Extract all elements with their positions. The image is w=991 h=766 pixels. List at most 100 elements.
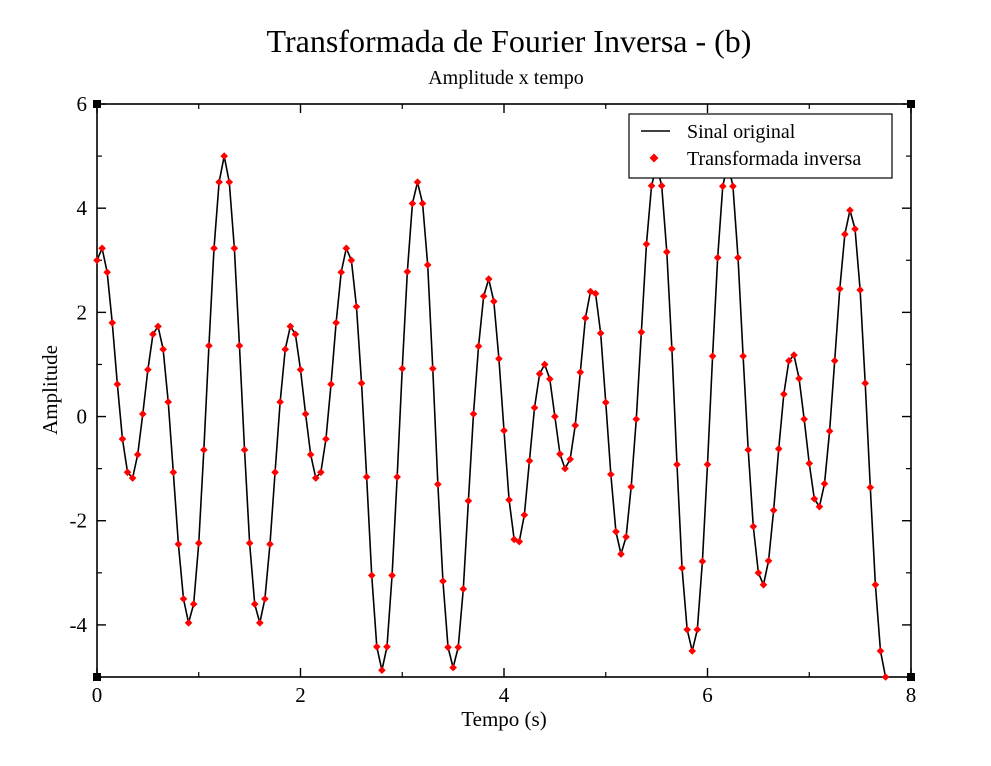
data-point-transformada-inversa	[698, 557, 707, 566]
data-point-transformada-inversa	[617, 550, 625, 558]
data-point-transformada-inversa	[830, 357, 839, 365]
data-point-transformada-inversa	[250, 600, 259, 608]
data-point-transformada-inversa	[835, 285, 844, 293]
data-point-transformada-inversa	[184, 619, 193, 627]
data-point-transformada-inversa	[362, 473, 371, 481]
data-point-transformada-inversa	[474, 342, 483, 351]
data-point-transformada-inversa	[439, 577, 447, 585]
data-point-transformada-inversa	[93, 256, 101, 265]
data-point-transformada-inversa	[744, 446, 752, 454]
data-point-transformada-inversa	[179, 595, 188, 603]
data-point-transformada-inversa	[693, 625, 702, 634]
data-point-transformada-inversa	[739, 352, 747, 360]
data-point-transformada-inversa	[581, 314, 590, 322]
data-point-transformada-inversa	[449, 663, 457, 672]
data-point-transformada-inversa	[540, 360, 549, 369]
data-point-transformada-inversa	[408, 199, 417, 208]
data-point-transformada-inversa	[484, 275, 493, 283]
data-point-transformada-inversa	[759, 580, 768, 589]
data-point-transformada-inversa	[561, 464, 569, 473]
data-point-transformada-inversa	[607, 470, 615, 479]
data-point-transformada-inversa	[785, 357, 793, 365]
legend-label-sinal-original: Sinal original	[687, 121, 796, 143]
data-point-transformada-inversa	[841, 230, 849, 239]
x-tick-label: 6	[702, 683, 713, 707]
data-point-transformada-inversa	[296, 365, 305, 374]
data-point-transformada-inversa	[525, 457, 534, 465]
data-point-transformada-inversa	[520, 511, 529, 519]
data-point-transformada-inversa	[225, 178, 234, 186]
data-point-transformada-inversa	[128, 474, 137, 482]
data-point-transformada-inversa	[327, 380, 335, 389]
data-point-transformada-inversa	[556, 450, 564, 458]
data-point-transformada-inversa	[637, 328, 646, 336]
data-point-transformada-inversa	[825, 427, 834, 435]
data-point-transformada-inversa	[373, 642, 381, 651]
data-point-transformada-inversa	[871, 580, 880, 589]
y-tick-label: 4	[77, 196, 88, 220]
data-point-transformada-inversa	[240, 446, 249, 454]
data-point-transformada-inversa	[154, 322, 162, 331]
data-point-transformada-inversa	[535, 370, 544, 378]
data-point-transformada-inversa	[627, 483, 635, 491]
plot-area: 0 2 4 6 8 -4 -2 0 2 4 6	[70, 92, 917, 707]
data-point-transformada-inversa	[790, 351, 798, 359]
legend-label-transformada-inversa: Transformada inversa	[687, 148, 861, 170]
data-point-transformada-inversa	[393, 473, 401, 481]
data-point-transformada-inversa	[601, 398, 610, 407]
data-point-transformada-inversa	[98, 244, 106, 253]
data-point-transformada-inversa	[149, 330, 157, 339]
x-axis-label: Tempo (s)	[461, 707, 546, 731]
data-point-transformada-inversa	[286, 322, 295, 331]
data-point-transformada-inversa	[846, 206, 854, 215]
data-point-transformada-inversa	[423, 261, 432, 269]
y-tick-label: -4	[70, 613, 88, 637]
data-point-transformada-inversa	[266, 540, 274, 548]
data-point-transformada-inversa	[383, 642, 391, 651]
data-point-transformada-inversa	[311, 474, 320, 482]
corner-marker	[907, 673, 915, 681]
data-point-transformada-inversa	[444, 643, 452, 652]
series-line-sinal-original	[96, 155, 887, 678]
data-point-transformada-inversa	[317, 468, 325, 477]
corner-marker	[93, 673, 101, 681]
data-point-transformada-inversa	[276, 398, 284, 406]
data-point-transformada-inversa	[337, 268, 345, 277]
data-point-transformada-inversa	[291, 330, 300, 339]
data-point-transformada-inversa	[418, 199, 427, 208]
x-tick-label: 2	[295, 683, 306, 707]
y-tick-label: 2	[77, 300, 88, 324]
data-point-transformada-inversa	[200, 446, 208, 454]
data-point-transformada-inversa	[876, 647, 885, 655]
data-point-transformada-inversa	[388, 571, 396, 580]
data-point-transformada-inversa	[505, 496, 513, 504]
data-point-transformada-inversa	[673, 460, 681, 469]
chart-subtitle: Amplitude x tempo	[428, 67, 584, 89]
data-point-transformada-inversa	[271, 468, 279, 477]
corner-marker	[93, 100, 101, 108]
data-point-transformada-inversa	[774, 445, 783, 453]
data-point-transformada-inversa	[103, 268, 111, 277]
y-tick-label: -2	[70, 509, 88, 533]
data-point-transformada-inversa	[820, 479, 829, 488]
data-point-transformada-inversa	[612, 527, 620, 536]
data-point-transformada-inversa	[851, 225, 859, 233]
data-point-transformada-inversa	[403, 267, 412, 276]
data-point-transformada-inversa	[729, 182, 737, 191]
data-point-transformada-inversa	[688, 647, 697, 655]
data-point-transformada-inversa	[678, 564, 686, 572]
data-point-transformada-inversa	[261, 595, 269, 603]
data-point-transformada-inversa	[530, 403, 539, 412]
data-point-transformada-inversa	[571, 421, 580, 430]
data-point-transformada-inversa	[795, 374, 803, 383]
data-point-transformada-inversa	[596, 329, 605, 337]
data-point-transformada-inversa	[810, 495, 819, 503]
data-point-transformada-inversa	[235, 341, 244, 350]
data-point-transformada-inversa	[215, 178, 223, 186]
data-point-transformada-inversa	[174, 540, 183, 548]
data-point-transformada-inversa	[551, 412, 559, 421]
chart-title: Transformada de Fourier Inversa - (b)	[267, 23, 752, 59]
data-point-transformada-inversa	[118, 435, 127, 443]
data-point-transformada-inversa	[164, 398, 173, 406]
data-point-transformada-inversa	[663, 248, 671, 256]
